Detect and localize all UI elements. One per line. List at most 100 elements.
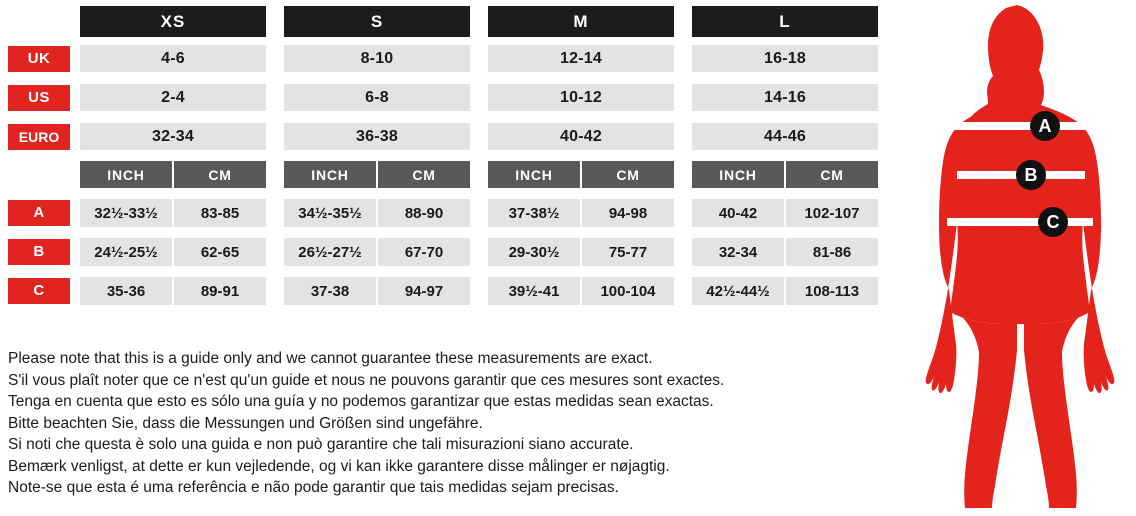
uk-l-value: 16-18 [692, 45, 878, 72]
unit-inch-s: INCH [284, 161, 376, 188]
female-silhouette-icon: A B C [925, 5, 1115, 508]
size-header-s: S [284, 6, 470, 37]
note-line-pt: Note-se que esta é uma referência e não … [8, 479, 619, 496]
unit-cm-s: CM [378, 161, 470, 188]
marker-c-label: C [1047, 212, 1060, 232]
euro-xs: 32-34 [80, 123, 266, 150]
a-l-inch: 40-42 [692, 199, 784, 227]
row-label-gutter-a: A [0, 199, 80, 227]
unit-group-xs: INCH CM [80, 161, 266, 188]
row-label-a: A [8, 200, 70, 226]
unit-inch-xs: INCH [80, 161, 172, 188]
euro-s: 36-38 [284, 123, 470, 150]
b-m-inch: 29-30½ [488, 238, 580, 266]
unit-group-s: INCH CM [284, 161, 470, 188]
euro-s-value: 36-38 [284, 123, 470, 150]
a-s-inch: 34½-35½ [284, 199, 376, 227]
note-line-es: Tenga en cuenta que esto es sólo una guí… [8, 393, 714, 410]
c-l-inch: 42½-44½ [692, 277, 784, 305]
us-xs: 2-4 [80, 84, 266, 111]
a-m-inch: 37-38½ [488, 199, 580, 227]
row-label-c: C [8, 278, 70, 304]
b-l-inch: 32-34 [692, 238, 784, 266]
c-xs: 35-36 89-91 [80, 277, 266, 305]
unit-header-row: INCH CM INCH CM INCH CM INCH CM [0, 161, 880, 188]
c-xs-cm: 89-91 [174, 277, 266, 305]
us-m-value: 10-12 [488, 84, 674, 111]
row-label-gutter-c: C [0, 277, 80, 305]
row-label-b: B [8, 239, 70, 265]
row-label-gutter-b: B [0, 238, 80, 266]
uk-m: 12-14 [488, 45, 674, 72]
euro-m-value: 40-42 [488, 123, 674, 150]
row-label-us: US [8, 84, 70, 111]
unit-header-gutter [0, 161, 80, 188]
marker-a: A [1030, 111, 1060, 141]
a-l-cm: 102-107 [786, 199, 878, 227]
note-line-it: Si noti che questa è solo una guida e no… [8, 436, 634, 453]
uk-m-value: 12-14 [488, 45, 674, 72]
uk-l: 16-18 [692, 45, 878, 72]
body-measurement-figure: A B C [905, 0, 1136, 516]
us-s-value: 6-8 [284, 84, 470, 111]
row-label-gutter-euro: EURO [0, 123, 80, 150]
size-header-row: XS S M L [0, 6, 880, 37]
table-row-us: US 2-4 6-8 10-12 14-16 [0, 84, 880, 111]
bust-band [953, 122, 1087, 130]
us-l: 14-16 [692, 84, 878, 111]
unit-cm-m: CM [582, 161, 674, 188]
a-m: 37-38½ 94-98 [488, 199, 674, 227]
b-l-cm: 81-86 [786, 238, 878, 266]
b-s-cm: 67-70 [378, 238, 470, 266]
c-m-cm: 100-104 [582, 277, 674, 305]
a-m-cm: 94-98 [582, 199, 674, 227]
note-line-en: Please note that this is a guide only an… [8, 350, 653, 367]
table-row-b: B 24½-25½ 62-65 26½-27½ 67-70 29-30½ 75-… [0, 238, 880, 266]
uk-xs: 4-6 [80, 45, 266, 72]
note-line-de: Bitte beachten Sie, dass die Messungen u… [8, 414, 483, 432]
marker-c: C [1038, 207, 1068, 237]
uk-s: 8-10 [284, 45, 470, 72]
size-chart: XS S M L UK 4-6 8-10 12-14 16-18 US [0, 0, 880, 320]
us-s: 6-8 [284, 84, 470, 111]
unit-group-m: INCH CM [488, 161, 674, 188]
euro-m: 40-42 [488, 123, 674, 150]
marker-a-label: A [1039, 116, 1052, 136]
c-s: 37-38 94-97 [284, 277, 470, 305]
euro-xs-value: 32-34 [80, 123, 266, 150]
b-s: 26½-27½ 67-70 [284, 238, 470, 266]
row-label-uk: UK [8, 45, 70, 72]
table-row-euro: EURO 32-34 36-38 40-42 44-46 [0, 123, 880, 150]
us-m: 10-12 [488, 84, 674, 111]
marker-b-label: B [1025, 165, 1038, 185]
b-xs: 24½-25½ 62-65 [80, 238, 266, 266]
a-s: 34½-35½ 88-90 [284, 199, 470, 227]
size-header-l: L [692, 6, 878, 37]
note-line-fr: S'il vous plaît noter que ce n'est qu'un… [8, 371, 725, 389]
table-row-c: C 35-36 89-91 37-38 94-97 39½-41 100-104… [0, 277, 880, 305]
b-m: 29-30½ 75-77 [488, 238, 674, 266]
size-header-gutter [0, 6, 80, 37]
uk-s-value: 8-10 [284, 45, 470, 72]
a-xs: 32½-33½ 83-85 [80, 199, 266, 227]
b-s-inch: 26½-27½ [284, 238, 376, 266]
us-l-value: 14-16 [692, 84, 878, 111]
euro-l: 44-46 [692, 123, 878, 150]
a-xs-inch: 32½-33½ [80, 199, 172, 227]
size-header-xs: XS [80, 6, 266, 37]
unit-cm-l: CM [786, 161, 878, 188]
euro-l-value: 44-46 [692, 123, 878, 150]
c-m: 39½-41 100-104 [488, 277, 674, 305]
c-l: 42½-44½ 108-113 [692, 277, 878, 305]
c-s-cm: 94-97 [378, 277, 470, 305]
c-s-inch: 37-38 [284, 277, 376, 305]
table-row-uk: UK 4-6 8-10 12-14 16-18 [0, 45, 880, 72]
c-xs-inch: 35-36 [80, 277, 172, 305]
unit-cm-xs: CM [174, 161, 266, 188]
unit-inch-m: INCH [488, 161, 580, 188]
b-l: 32-34 81-86 [692, 238, 878, 266]
row-label-euro: EURO [8, 123, 70, 150]
c-l-cm: 108-113 [786, 277, 878, 305]
unit-group-l: INCH CM [692, 161, 878, 188]
a-s-cm: 88-90 [378, 199, 470, 227]
